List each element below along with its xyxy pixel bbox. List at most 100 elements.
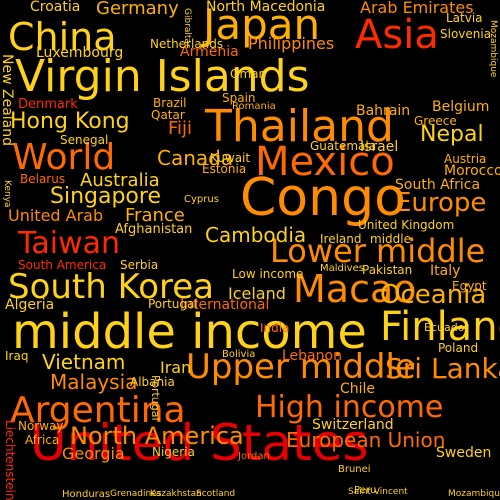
- word-europe: Europe: [395, 188, 487, 218]
- word-norway: Norway: [18, 419, 64, 433]
- word-hong-kong: Hong Kong: [10, 109, 130, 134]
- word-senegal: Senegal: [60, 133, 109, 147]
- word-israel: Israel: [360, 139, 399, 155]
- word-romania: Romania: [232, 101, 276, 112]
- word-south-korea: South Korea: [8, 267, 215, 307]
- word-nigeria: Nigeria: [152, 445, 195, 459]
- word-georgia: Georgia: [62, 444, 125, 463]
- word-taiwan: Taiwan: [18, 226, 121, 261]
- word-world: World: [12, 137, 116, 178]
- word-middle: middle: [370, 232, 411, 246]
- word-portugal-v: Portugal: [149, 375, 162, 421]
- word-australia: Australia: [80, 170, 160, 191]
- word-serbia: Serbia: [120, 258, 159, 272]
- word-egypt: Egypt: [452, 279, 487, 293]
- word-afghanistan: Afghanistan: [115, 222, 193, 237]
- word-asia: Asia: [355, 12, 439, 58]
- word-grenadines: Grenadines: [110, 489, 162, 499]
- word-sri-lanka: Sri Lanka: [385, 352, 500, 385]
- word-singapore: Singapore: [50, 184, 161, 209]
- word-panama: Kenya: [2, 180, 12, 208]
- word-finland: Finland: [380, 304, 500, 350]
- word-ireland: Ireland: [320, 232, 362, 246]
- word-new-zealand: New Zealand: [0, 54, 15, 146]
- word-bolivia: Bolivia: [222, 349, 256, 360]
- word-cambodia: Cambodia: [205, 223, 307, 247]
- word-south-america: South America: [18, 258, 107, 272]
- word-qatar: Qatar: [151, 108, 185, 122]
- word-middle-income: middle income: [12, 304, 367, 360]
- word-north-macedonia: North Macedonia: [206, 0, 326, 15]
- word-low-income: Low income: [232, 267, 304, 281]
- word-luxembourg: Luxembourg: [36, 45, 124, 61]
- word-switzerland: Switzerland: [312, 417, 394, 433]
- word-upper-middle: Upper middle: [186, 347, 416, 387]
- word-peru: Peru: [354, 485, 377, 496]
- word-european-union: European Union: [286, 428, 446, 452]
- word-austria: Austria: [444, 152, 487, 166]
- word-saint-vincent: Saint Vincent: [348, 487, 408, 497]
- word-united-states: United States: [30, 414, 369, 472]
- word-san-marino: Liechtenstein: [3, 420, 17, 500]
- word-iran: Iran: [160, 358, 192, 377]
- word-mexico: Mexico: [255, 139, 395, 185]
- word-congo: Congo: [240, 168, 406, 228]
- word-algeria: Algeria: [5, 297, 55, 313]
- word-maldives: Maldives: [320, 263, 364, 274]
- word-lebanon: Lebanon: [282, 348, 342, 364]
- word-scotland: Scotland: [196, 489, 236, 499]
- word-iraq: Iraq: [5, 349, 29, 363]
- word-argentina: Argentina: [10, 390, 186, 431]
- word-brunei: Brunei: [338, 464, 371, 475]
- word-cyprus: Cyprus: [184, 194, 219, 205]
- word-armenia: Armenia: [180, 44, 239, 60]
- word-sweden: Sweden: [436, 445, 492, 461]
- word-gibraltar: Gibraltar: [182, 8, 192, 48]
- word-albania: Albania: [130, 375, 175, 389]
- word-arab-emirates: Arab Emirates: [360, 0, 474, 17]
- word-lower-middle: Lower middle: [270, 232, 486, 270]
- word-ecuador: Ecuador: [424, 321, 469, 334]
- word-croatia: Croatia: [30, 0, 81, 15]
- word-vietnam: Vietnam: [42, 350, 126, 374]
- word-macao: Macao: [293, 267, 417, 311]
- word-honduras: Honduras: [62, 489, 111, 500]
- word-belarus: Belarus: [20, 172, 66, 186]
- word-latvia: Latvia: [446, 11, 483, 25]
- word-international: International: [180, 297, 270, 313]
- word-costa-rica: Mozambique: [488, 20, 498, 78]
- word-pakistan: Pakistan: [362, 263, 413, 277]
- word-north-america: North America: [70, 422, 244, 450]
- word-iceland: Iceland: [228, 284, 286, 303]
- word-kuwait: Kuwait: [210, 151, 251, 165]
- word-spain: Spain: [222, 91, 256, 105]
- word-high-income: High income: [255, 390, 444, 425]
- word-guatemala: Guatemala: [310, 139, 377, 153]
- word-africa: Africa: [25, 433, 60, 447]
- word-morocco: Morocco: [444, 163, 500, 179]
- word-portugal: Portugal: [148, 297, 198, 311]
- word-united-arab: United Arab: [8, 206, 104, 225]
- word-oman: Oman: [230, 67, 267, 81]
- word-philippines: Philippines: [248, 34, 335, 53]
- word-poland: Poland: [438, 341, 479, 355]
- word-germany: Germany: [96, 0, 179, 19]
- word-belgium: Belgium: [432, 99, 490, 115]
- word-chile: Chile: [340, 381, 376, 397]
- word-fiji: Fiji: [168, 118, 193, 139]
- word-greece: Greece: [414, 114, 457, 128]
- word-bahrain: Bahrain: [356, 103, 411, 119]
- word-jordan: Jordan: [238, 451, 270, 462]
- word-oceania: Oceania: [380, 280, 487, 310]
- word-united-kingdom: United Kingdom: [358, 218, 455, 232]
- word-china: China: [8, 15, 117, 59]
- word-denmark: Denmark: [18, 97, 78, 112]
- word-malaysia: Malaysia: [50, 370, 138, 394]
- word-kazakhstan: Kazakhstan: [150, 489, 202, 499]
- word-thailand: Thailand: [205, 101, 394, 152]
- word-south-africa: South Africa: [395, 177, 481, 193]
- word-france: France: [125, 205, 185, 226]
- word-india: India: [260, 321, 290, 335]
- word-virgin-islands: Virgin Islands: [15, 51, 310, 102]
